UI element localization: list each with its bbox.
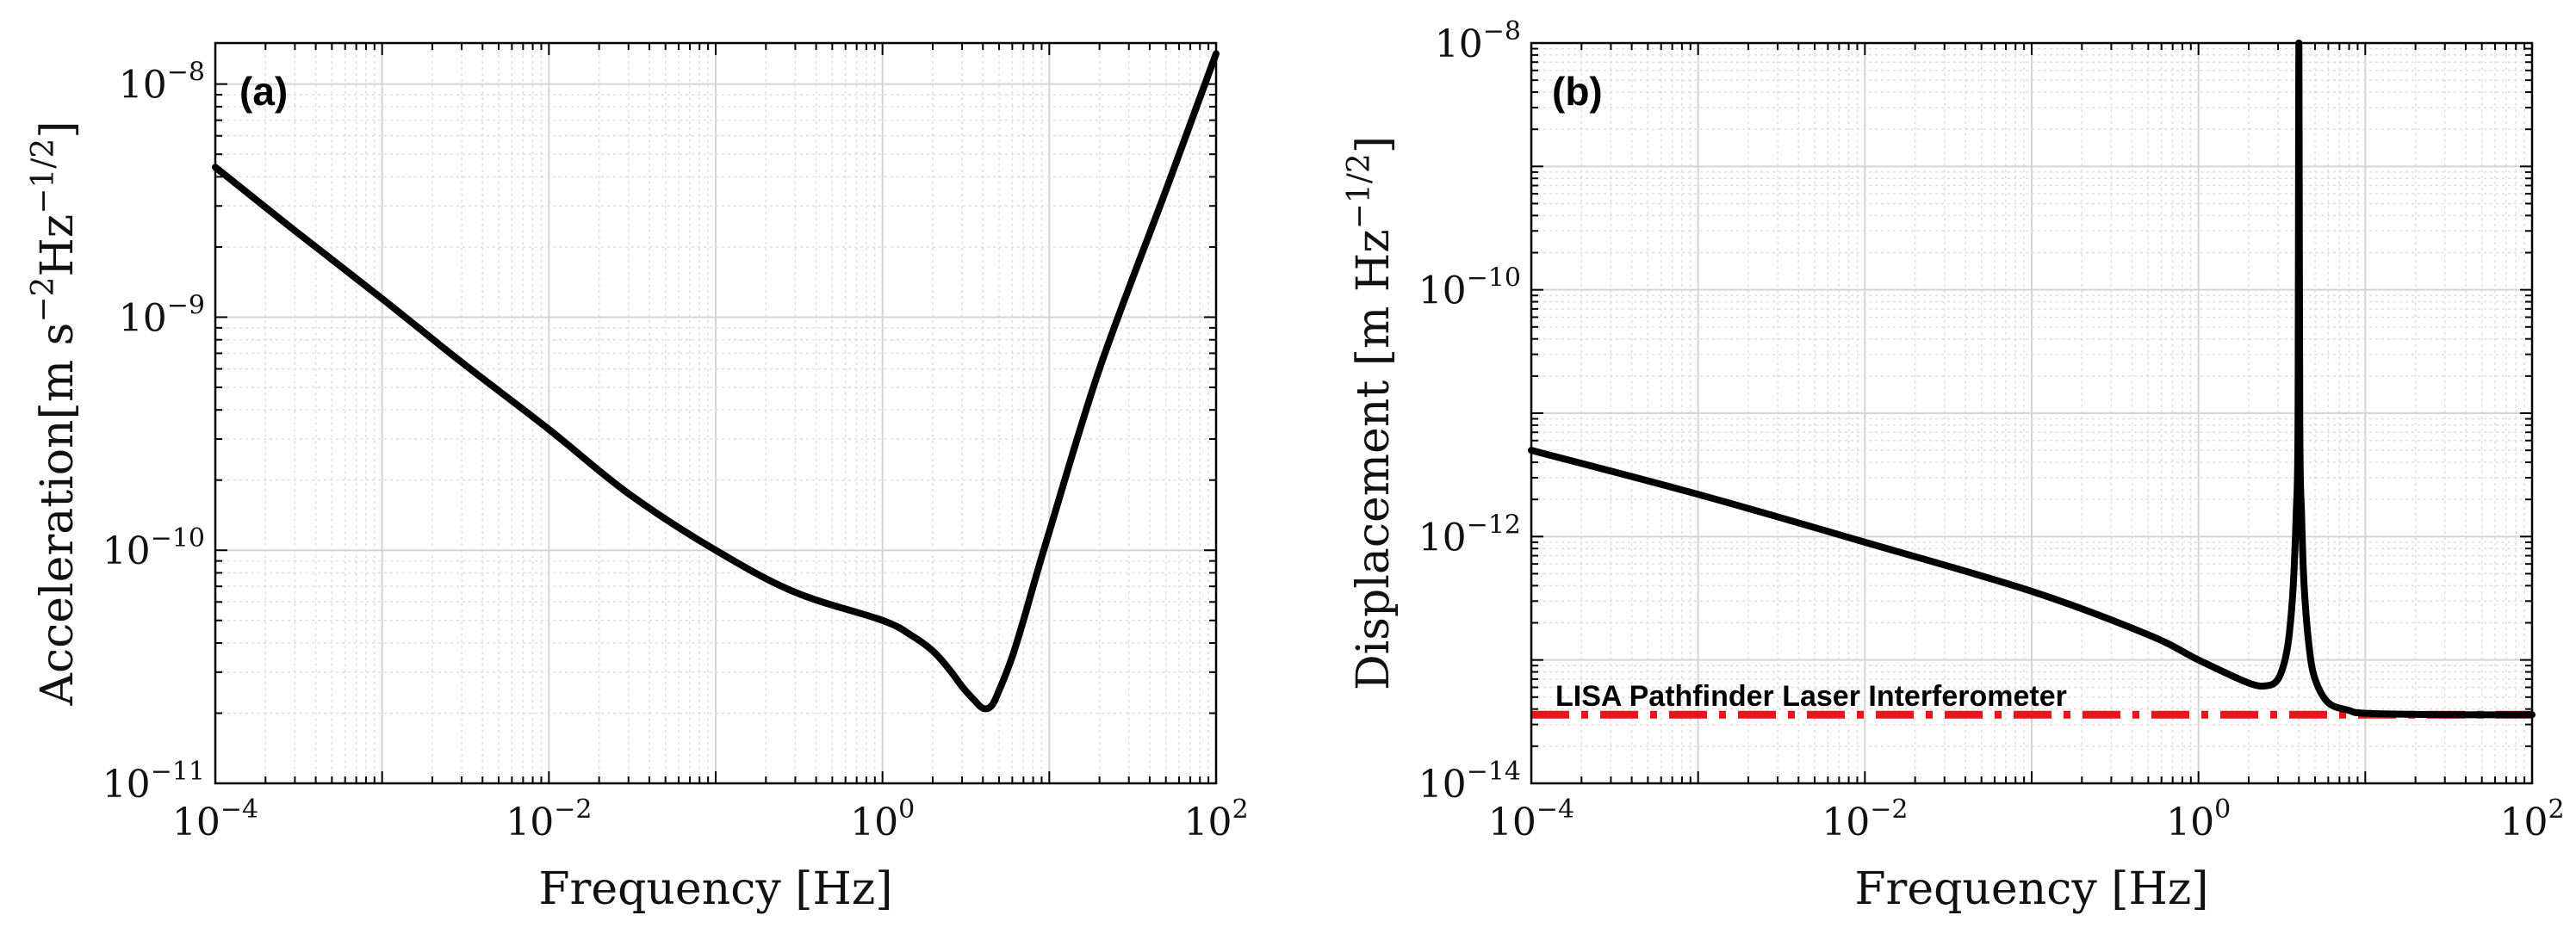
panel-a-ylabel-prefix: Acceleration[m s [32, 323, 84, 707]
panel-b-label: (b) [1552, 69, 1603, 114]
panel-a-label: (a) [239, 69, 288, 114]
panel-a-ylabel: Acceleration[m s−2Hz−1/2] [26, 121, 84, 706]
y-tick-label: 10−10 [1418, 263, 1521, 313]
panel-b-displacement-line [1528, 40, 2536, 719]
y-tick-label: 10−8 [119, 58, 205, 108]
x-tick-label: 10−4 [172, 795, 258, 844]
x-tick-label: 10−2 [1822, 795, 1908, 844]
x-tick-label: 102 [1183, 795, 1248, 844]
y-tick-label: 10−11 [102, 757, 205, 807]
x-tick-label: 102 [2499, 795, 2564, 844]
y-tick-label: 10−12 [1418, 510, 1521, 560]
panel-b-xlabel: Frequency [Hz] [1854, 863, 2208, 915]
panel-a-ticks: 10−4 10−2 100 102 10−11 10−10 10−9 10−8 [102, 43, 1249, 844]
y-tick-label: 10−8 [1435, 16, 1521, 66]
panel-b-ylabel-suffix: ] [1348, 136, 1400, 153]
y-tick-label: 10−14 [1418, 757, 1521, 807]
panel-b-annotation: LISA Pathfinder Laser Interferometer [1555, 680, 2067, 713]
y-tick-label: 10−10 [102, 523, 205, 573]
panel-b: 10−4 10−2 100 102 10−14 10−12 10−10 10−8 (b) LI… [1342, 16, 2565, 915]
x-tick-label: 10−2 [506, 795, 592, 844]
panel-b-ylabel-exp1: −1/2 [1342, 153, 1377, 229]
x-tick-label: 10−4 [1488, 795, 1574, 844]
panel-a-xlabel: Frequency [Hz] [538, 863, 892, 915]
panel-a: 10−4 10−2 100 102 10−11 10−10 10−9 10−8 (a) Fre… [26, 41, 1249, 915]
panel-a-ylabel-exp1: −2 [26, 277, 61, 323]
panel-a-ylabel-mid: Hz [32, 214, 84, 277]
panel-a-acceleration-line [212, 50, 1220, 713]
panel-a-grid [214, 43, 1216, 784]
panel-a-ylabel-suffix: ] [32, 121, 84, 138]
x-tick-label: 100 [850, 795, 915, 844]
panel-b-ylabel-prefix: Displacement [m Hz [1348, 229, 1400, 690]
panel-b-grid [1530, 42, 2532, 784]
panel-b-ticks: 10−4 10−2 100 102 10−14 10−12 10−10 10−8 [1418, 16, 2565, 844]
panel-b-ylabel: Displacement [m Hz−1/2] [1342, 136, 1400, 690]
x-tick-label: 100 [2166, 795, 2231, 844]
panel-a-ylabel-exp2: −1/2 [26, 139, 61, 214]
y-tick-label: 10−9 [119, 290, 205, 340]
